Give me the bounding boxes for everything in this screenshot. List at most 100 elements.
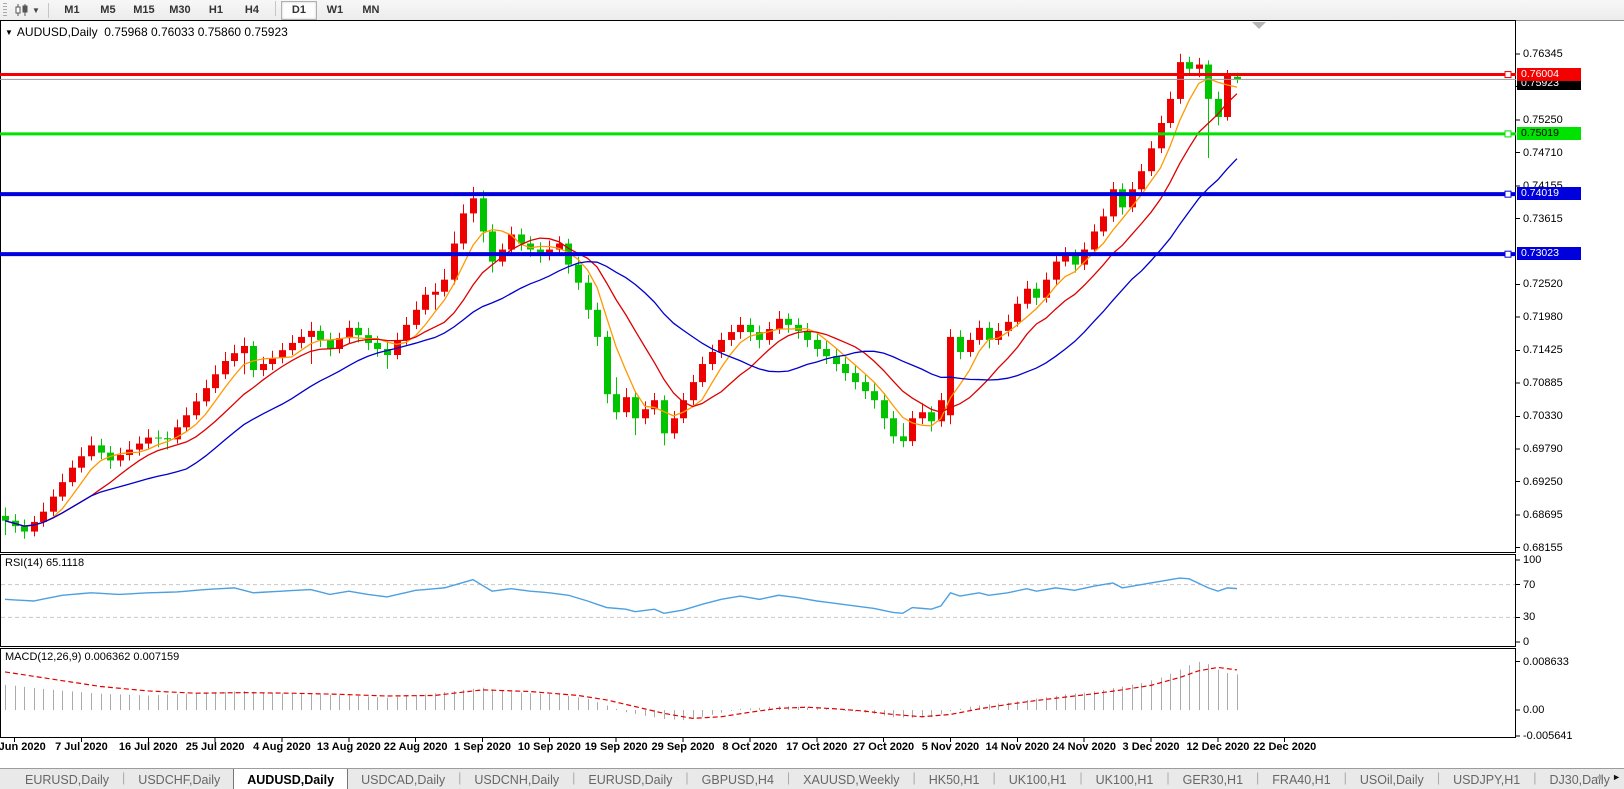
chart-tab-uk100-h1[interactable]: UK100,H1 bbox=[1095, 773, 1154, 787]
price-axis-label: 0.71425 bbox=[1523, 344, 1563, 357]
pane-borders bbox=[0, 20, 1516, 738]
chevron-down-icon[interactable]: ▼ bbox=[32, 5, 40, 15]
tab-divider: | bbox=[572, 771, 576, 785]
level-line-handle[interactable] bbox=[1504, 250, 1512, 258]
date-axis-label: 4 Aug 2020 bbox=[253, 741, 311, 753]
tab-divider: | bbox=[1533, 771, 1537, 785]
drag-grip-icon[interactable] bbox=[3, 3, 7, 17]
scroll-right-icon[interactable]: ► bbox=[1612, 772, 1621, 782]
timeframe-button-h1[interactable]: H1 bbox=[208, 3, 223, 16]
timeframe-button-m1[interactable]: M1 bbox=[64, 3, 80, 16]
price-axis-label: 0.73615 bbox=[1523, 212, 1563, 225]
level-price-badge: 0.75019 bbox=[1517, 126, 1581, 140]
candlestick-chart-icon[interactable]: ▼ bbox=[11, 1, 43, 19]
triangle-down-icon[interactable]: ▼ bbox=[5, 28, 13, 37]
date-axis-label: 1 Sep 2020 bbox=[454, 741, 511, 753]
chart-tab-usdchf-daily[interactable]: USDCHF,Daily bbox=[138, 773, 221, 787]
tab-scroll-arrows: ◄ ► bbox=[1594, 772, 1621, 782]
macd-axis-label: 0.008633 bbox=[1523, 655, 1569, 668]
chart-tab-gbpusd-h4[interactable]: GBPUSD,H4 bbox=[701, 773, 774, 787]
level-price-badge: 0.74019 bbox=[1517, 187, 1581, 201]
date-axis-label: 25 Jul 2020 bbox=[185, 741, 245, 753]
date-axis-label: 27 Oct 2020 bbox=[853, 741, 915, 753]
candles-layer bbox=[2, 53, 1241, 539]
rsi-line bbox=[4, 577, 1238, 615]
date-axis-label: 19 Sep 2020 bbox=[584, 741, 648, 753]
level-line-handle[interactable] bbox=[1504, 71, 1512, 79]
tab-divider: | bbox=[992, 771, 996, 785]
chart-tab-usdcad-daily[interactable]: USDCAD,Daily bbox=[361, 773, 446, 787]
tab-divider: | bbox=[1623, 769, 1624, 789]
tab-divider: | bbox=[122, 771, 126, 785]
tab-divider: | bbox=[1166, 771, 1170, 785]
date-axis-label: 7 Jul 2020 bbox=[55, 741, 108, 753]
tab-divider: | bbox=[685, 771, 689, 785]
macd-signal-line bbox=[4, 666, 1238, 720]
date-axis-label: 16 Jul 2020 bbox=[118, 741, 178, 753]
price-axis-label: 0.68695 bbox=[1523, 508, 1563, 521]
toolbar-separator bbox=[274, 0, 276, 16]
timeframe-button-m15[interactable]: M15 bbox=[133, 3, 155, 16]
timeframe-button-d1[interactable]: D1 bbox=[280, 0, 317, 20]
price-axis-label: 0.70885 bbox=[1523, 377, 1563, 390]
date-axis-label: 12 Dec 2020 bbox=[1186, 741, 1250, 753]
tab-divider: | bbox=[786, 771, 791, 785]
date-axis-label: 17 Oct 2020 bbox=[786, 741, 848, 753]
macd-axis-label: -0.005641 bbox=[1523, 730, 1573, 742]
price-axis-label: 0.68155 bbox=[1523, 541, 1563, 554]
chart-tab-uk100-h1[interactable]: UK100,H1 bbox=[1008, 773, 1067, 787]
chart-tab-usdjpy-h1[interactable]: USDJPY,H1 bbox=[1453, 773, 1521, 787]
axis-tick-marks bbox=[14, 53, 1520, 742]
chart-ohlc-values: 0.75968 0.76033 0.75860 0.75923 bbox=[104, 25, 288, 39]
chart-tab-bar: EURUSD,Daily | USDCHF,Daily AUDUSD,Daily USD… bbox=[0, 768, 1624, 789]
timeframe-button-w1[interactable]: W1 bbox=[326, 3, 344, 16]
chart-tab-ger30-h1[interactable]: GER30,H1 bbox=[1182, 773, 1244, 787]
level-price-badge: 0.73023 bbox=[1517, 247, 1581, 261]
tab-divider: | bbox=[1343, 771, 1347, 785]
price-axis-label: 0.75250 bbox=[1523, 113, 1563, 126]
date-axis-label: 10 Sep 2020 bbox=[517, 741, 581, 753]
level-line-handle[interactable] bbox=[1504, 190, 1512, 198]
timeframe-button-mn[interactable]: MN bbox=[362, 3, 380, 16]
rsi-axis-label: 100 bbox=[1523, 554, 1542, 566]
timeframe-button-m30[interactable]: M30 bbox=[169, 3, 191, 16]
chart-title: ▼ AUDUSD,Daily 0.75968 0.76033 0.75860 0.… bbox=[5, 25, 288, 39]
scroll-left-icon[interactable]: ◄ bbox=[1594, 772, 1604, 782]
date-axis-label: 3 Dec 2020 bbox=[1122, 741, 1180, 753]
chart-tab-eurusd-daily[interactable]: EURUSD,Daily bbox=[588, 773, 673, 787]
timeframe-button-h4[interactable]: H4 bbox=[244, 3, 259, 16]
chart-tab-usoil-daily[interactable]: USOil,Daily bbox=[1359, 773, 1424, 787]
date-axis-label: 5 Nov 2020 bbox=[921, 741, 980, 753]
date-axis-label: 29 Sep 2020 bbox=[651, 741, 715, 753]
date-axis-label: 14 Nov 2020 bbox=[985, 741, 1050, 753]
chart-tab-usdcnh-daily[interactable]: USDCNH,Daily bbox=[474, 773, 560, 787]
rsi-indicator-label: RSI(14) 65.1118 bbox=[5, 557, 85, 569]
tab-divider: | bbox=[1256, 771, 1260, 785]
medium-ma-line bbox=[4, 93, 1238, 527]
level-line-handle[interactable] bbox=[1504, 130, 1512, 138]
rsi-axis-label: 0 bbox=[1523, 636, 1530, 648]
slow-ma-line bbox=[4, 158, 1238, 527]
chart-tab-dj30-daily[interactable]: DJ30,Daily bbox=[1549, 773, 1610, 787]
timeframe-button-m5[interactable]: M5 bbox=[100, 3, 116, 16]
chart-tab-xauusd-weekly[interactable]: XAUUSD,Weekly bbox=[803, 773, 900, 787]
price-axis-label: 0.70330 bbox=[1523, 410, 1563, 423]
triangle-down-marker-icon[interactable] bbox=[1252, 22, 1266, 29]
chart-tab-audusd-daily[interactable]: AUDUSD,Daily bbox=[233, 769, 349, 789]
level-price-badge: 0.76004 bbox=[1517, 67, 1581, 81]
chart-tab-hk50-h1[interactable]: HK50,H1 bbox=[928, 773, 980, 787]
price-axis-label: 0.72520 bbox=[1523, 278, 1563, 291]
date-axis-label: 24 Nov 2020 bbox=[1052, 741, 1116, 753]
chart-tab-eurusd-daily[interactable]: EURUSD,Daily bbox=[25, 773, 110, 787]
chart-tab-fra40-h1[interactable]: FRA40,H1 bbox=[1272, 773, 1331, 787]
date-axis-label: 8 Oct 2020 bbox=[722, 741, 778, 753]
macd-axis-label: 0.00 bbox=[1523, 704, 1545, 716]
macd-pane bbox=[4, 661, 1238, 721]
macd-indicator-label: MACD(12,26,9) 0.006362 0.007159 bbox=[5, 651, 180, 663]
fast-ma-line bbox=[4, 77, 1238, 527]
rsi-axis-label: 70 bbox=[1523, 578, 1536, 591]
tab-divider: | bbox=[912, 771, 916, 785]
tab-divider: | bbox=[458, 771, 462, 785]
